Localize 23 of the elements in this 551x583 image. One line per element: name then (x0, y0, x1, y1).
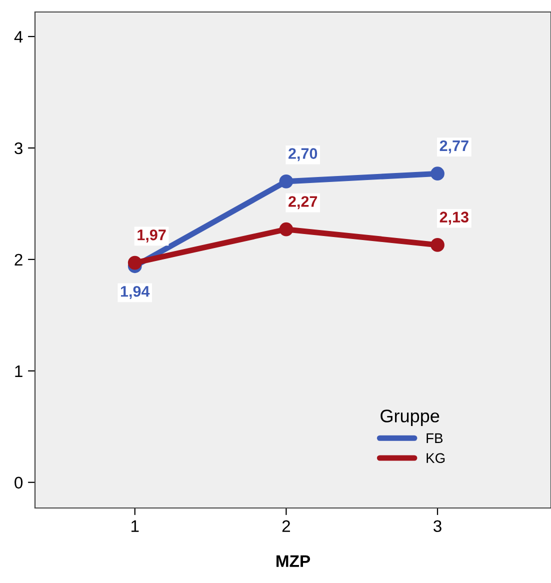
x-tick-label: 3 (434, 520, 442, 532)
x-tick-label: 1 (132, 520, 139, 532)
legend-label: FB (426, 433, 443, 443)
data-label: 2,27 (288, 196, 318, 210)
legend-label: KG (426, 453, 445, 463)
y-tick-label: 0 (14, 476, 23, 489)
y-tick-label: 3 (14, 142, 22, 154)
y-tick-label: 4 (14, 31, 23, 43)
y-tick-label: 1 (15, 365, 22, 377)
data-label: 2,77 (440, 140, 468, 154)
point (279, 222, 294, 236)
x-tick-label: 2 (282, 520, 290, 532)
x-axis-title: MZP (276, 555, 310, 567)
data-label: 1,97 (138, 230, 166, 243)
legend-title: Gruppe (380, 410, 440, 426)
point (430, 166, 444, 181)
data-label: 2,13 (440, 212, 468, 225)
point (279, 174, 294, 188)
data-label: 2,70 (288, 148, 318, 162)
data-label: 1,94 (120, 286, 150, 300)
point (128, 256, 142, 270)
y-tick-label: 2 (14, 254, 22, 266)
point (430, 238, 444, 252)
